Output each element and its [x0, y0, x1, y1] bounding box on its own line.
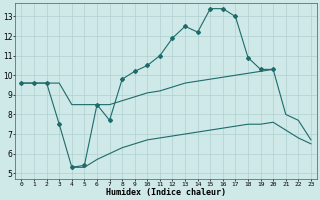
- X-axis label: Humidex (Indice chaleur): Humidex (Indice chaleur): [106, 188, 226, 197]
